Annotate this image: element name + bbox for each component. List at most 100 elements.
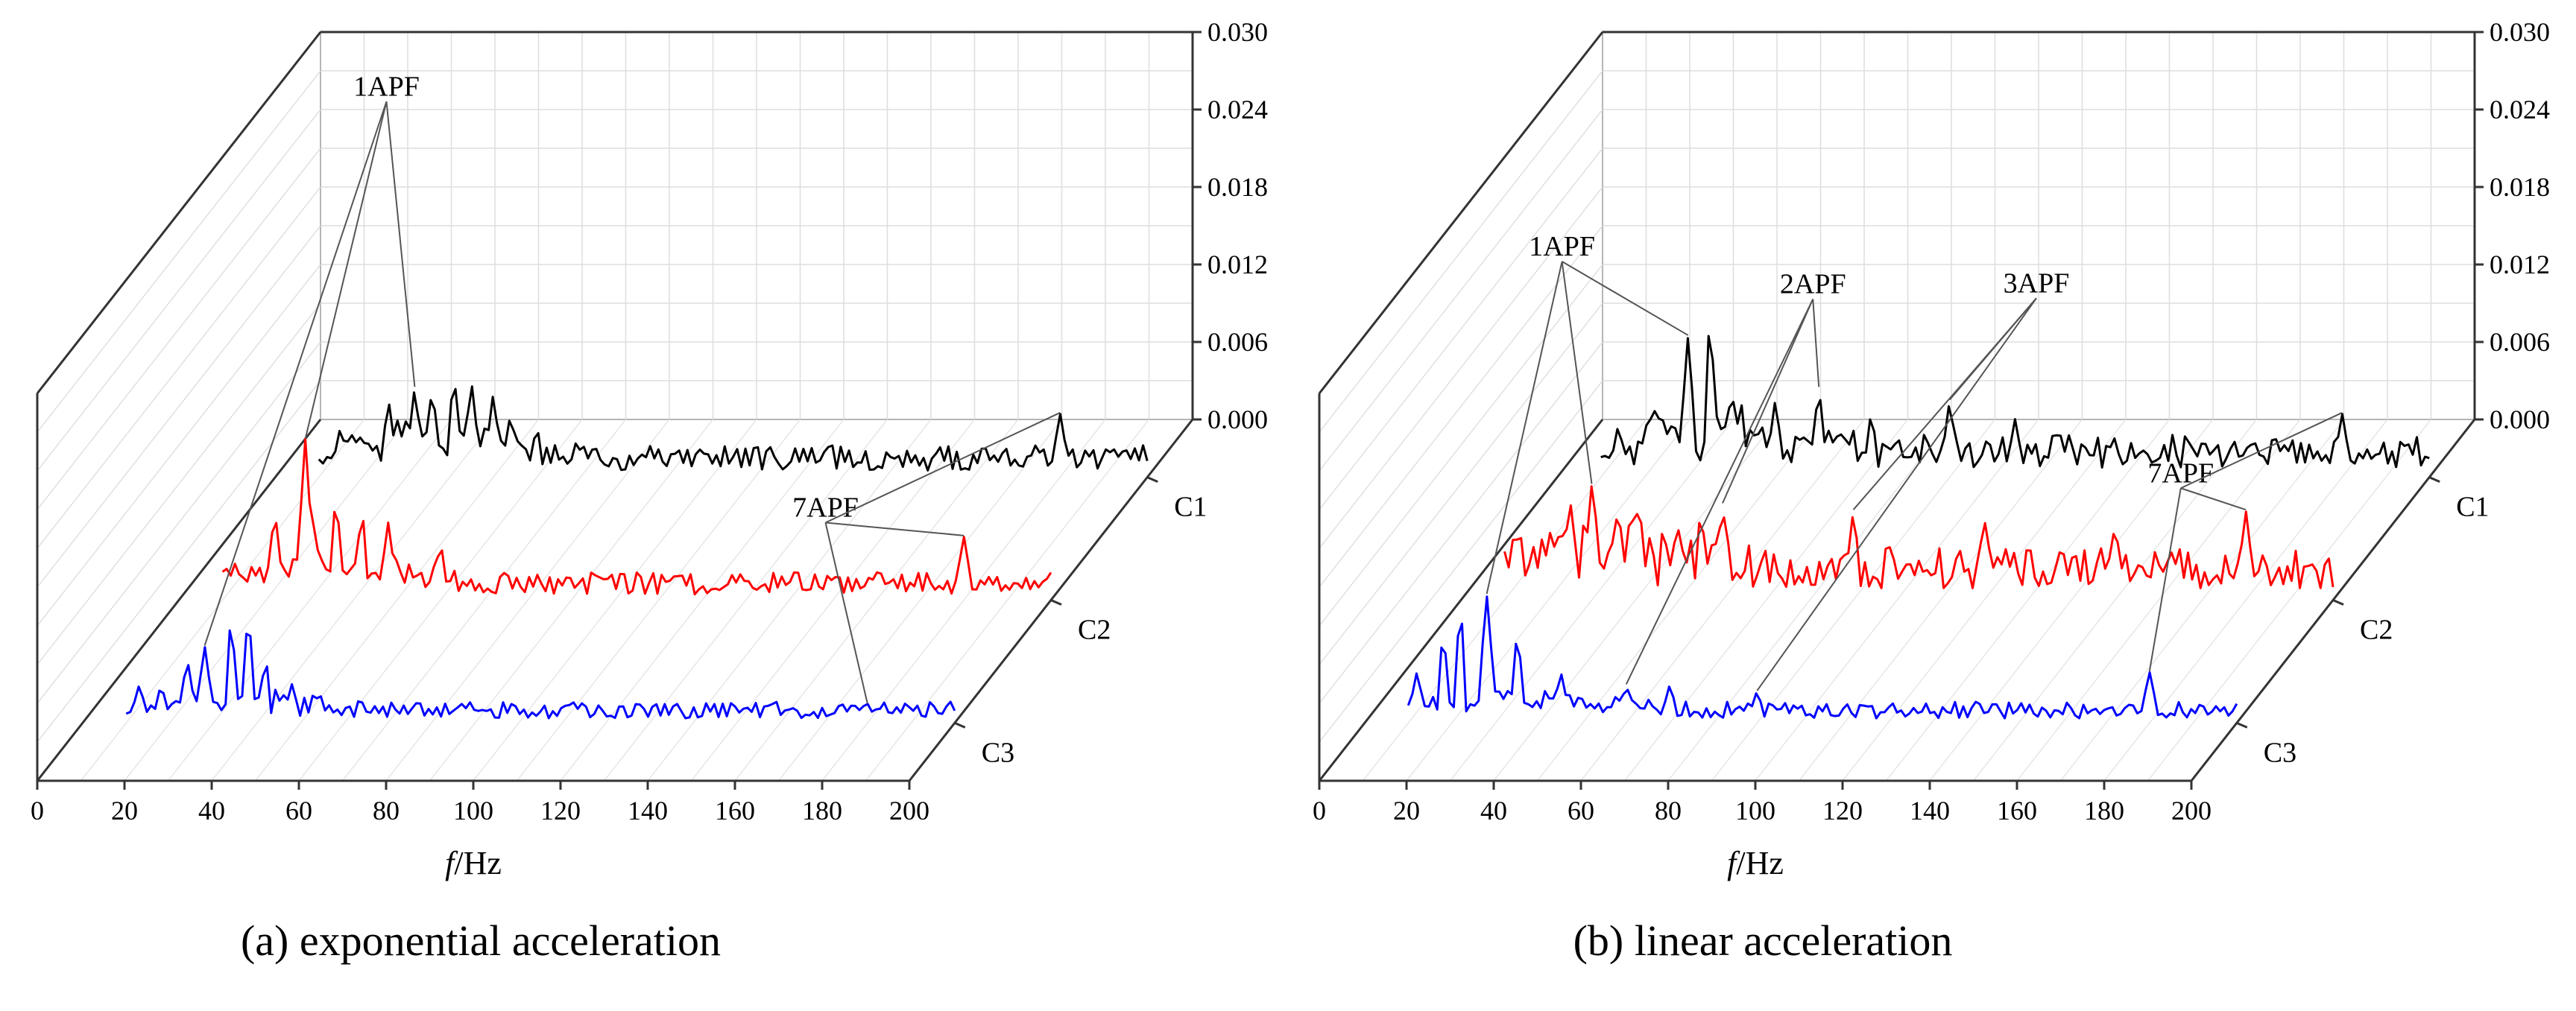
x-tick-label: 80 xyxy=(373,796,400,825)
x-tick-label: 80 xyxy=(1655,796,1682,825)
z-tick-label: 0.006 xyxy=(1208,327,1268,357)
gridline-floor xyxy=(473,419,757,782)
condition-label-c2: C2 xyxy=(2360,615,2393,646)
chart-panel-a: 0 20 40 60 80 100 120 140 160 180 200 f/Hz 0.000 0.00… xyxy=(31,17,1268,965)
annotation-leader xyxy=(203,101,388,646)
depth-tick xyxy=(2236,722,2248,729)
x-tick-label: 0 xyxy=(31,796,44,825)
gridline-floor xyxy=(1493,419,1778,782)
gridline-floor xyxy=(647,419,932,782)
annotation-leader xyxy=(1812,299,1820,387)
axis-frame-line xyxy=(36,31,322,394)
gridline-floor xyxy=(1755,419,2039,782)
x-tick-label: 20 xyxy=(111,796,138,825)
series-line-c1 xyxy=(1600,335,2430,469)
gridline-floor xyxy=(1711,419,1996,782)
condition-label-c1: C1 xyxy=(2456,492,2489,523)
gridline-floor xyxy=(560,419,845,782)
annotation-leader xyxy=(1852,297,2037,510)
x-tick-label: 140 xyxy=(1910,796,1950,825)
x-tick-label: 180 xyxy=(2084,796,2124,825)
annotation-7apf: 7APF xyxy=(2147,457,2214,489)
gridline-floor xyxy=(1449,419,1734,782)
x-tick-label: 200 xyxy=(2171,796,2212,825)
annotation-leader xyxy=(1562,261,1689,336)
z-tick-label: 0.024 xyxy=(2490,95,2550,124)
z-tick-label: 0.030 xyxy=(1208,17,1268,47)
depth-tick xyxy=(1146,476,1158,483)
gridline-floor xyxy=(516,419,801,782)
x-tick-label: 40 xyxy=(198,796,225,825)
x-axis-title: f/Hz xyxy=(445,845,502,881)
gridline-floor xyxy=(2103,419,2388,782)
gridline-floor xyxy=(1798,419,2083,782)
condition-label-c3: C3 xyxy=(982,737,1014,768)
gridline-left-wall xyxy=(1319,302,1603,665)
gridline-left-wall xyxy=(37,341,321,704)
gridline-floor xyxy=(603,419,888,782)
series-line-c3 xyxy=(1407,595,2238,720)
gridline-floor xyxy=(254,419,540,782)
gridline-floor xyxy=(1885,419,2171,782)
series-line-c2 xyxy=(221,437,1052,596)
annotation-leader xyxy=(1722,299,1814,504)
x-axis-title-unit: /Hz xyxy=(1736,845,1784,881)
gridline-floor xyxy=(865,419,1150,782)
gridline-left-wall xyxy=(37,264,321,627)
gridline-left-wall xyxy=(1319,380,1603,743)
x-tick-label: 180 xyxy=(802,796,842,825)
x-tick-label: 60 xyxy=(285,796,312,825)
annotation-leader xyxy=(385,101,416,387)
gridline-floor xyxy=(2016,419,2301,782)
x-tick-label: 0 xyxy=(1313,796,1326,825)
annotation-7apf: 7APF xyxy=(792,492,859,524)
x-tick-label: 100 xyxy=(453,796,493,825)
x-tick-label: 40 xyxy=(1480,796,1507,825)
annotation-leader xyxy=(2180,412,2343,489)
panel-caption-a: (a) exponential acceleration xyxy=(241,916,721,965)
gridline-floor xyxy=(385,419,670,782)
gridline-left-wall xyxy=(37,109,321,472)
z-tick-label: 0.012 xyxy=(2490,250,2550,279)
gridline-floor xyxy=(2059,419,2345,782)
x-tick-label: 20 xyxy=(1393,796,1420,825)
annotation-2apf: 2APF xyxy=(1780,269,1846,300)
gridline-floor xyxy=(211,419,496,782)
panel-caption-b: (b) linear acceleration xyxy=(1573,916,1953,965)
depth-tick xyxy=(954,722,966,729)
annotation-leader xyxy=(825,412,1061,524)
gridline-floor xyxy=(2147,419,2432,782)
z-tick-label: 0.018 xyxy=(2490,172,2550,202)
gridline-left-wall xyxy=(1319,264,1603,627)
gridline-floor xyxy=(298,419,583,782)
z-tick-label: 0.018 xyxy=(1208,172,1268,202)
annotation-leader xyxy=(1561,261,1593,484)
gridline-floor xyxy=(1842,419,2127,782)
series-line-c2 xyxy=(1503,485,2334,589)
z-tick-label: 0.012 xyxy=(1208,250,1268,279)
condition-label-c2: C2 xyxy=(1078,615,1111,646)
gridline-floor xyxy=(1406,419,1690,782)
gridline-left-wall xyxy=(1319,225,1603,588)
axis-frame-line xyxy=(1318,419,1604,782)
x-tick-label: 120 xyxy=(1822,796,1863,825)
gridline-left-wall xyxy=(37,70,321,433)
annotation-leader xyxy=(2148,488,2182,672)
gridline-floor xyxy=(734,419,1019,782)
z-tick-label: 0.000 xyxy=(2490,405,2550,434)
gridline-left-wall xyxy=(1319,70,1603,433)
annotation-1apf: 1APF xyxy=(353,71,420,102)
gridline-floor xyxy=(341,419,627,782)
gridline-floor xyxy=(124,419,408,782)
gridline-floor xyxy=(777,419,1063,782)
annotation-1apf: 1APF xyxy=(1529,231,1595,262)
depth-tick xyxy=(2428,476,2440,483)
gridline-floor xyxy=(167,419,452,782)
gridline-floor xyxy=(821,419,1106,782)
series-line-c1 xyxy=(318,385,1149,472)
annotation-leader xyxy=(304,101,388,440)
series-line-c3 xyxy=(125,629,956,720)
z-tick-label: 0.030 xyxy=(2490,17,2550,47)
gridline-floor xyxy=(1972,419,2258,782)
